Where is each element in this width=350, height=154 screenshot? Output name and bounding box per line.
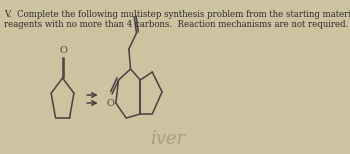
Text: O: O [60,46,68,55]
Text: V.  Complete the following multistep synthesis problem from the starting materia: V. Complete the following multistep synt… [4,10,350,19]
Text: reagents with no more than 4 carbons.  Reaction mechanisms are not required. (18: reagents with no more than 4 carbons. Re… [4,20,350,29]
Text: O: O [106,99,114,108]
Text: iver: iver [150,130,185,148]
